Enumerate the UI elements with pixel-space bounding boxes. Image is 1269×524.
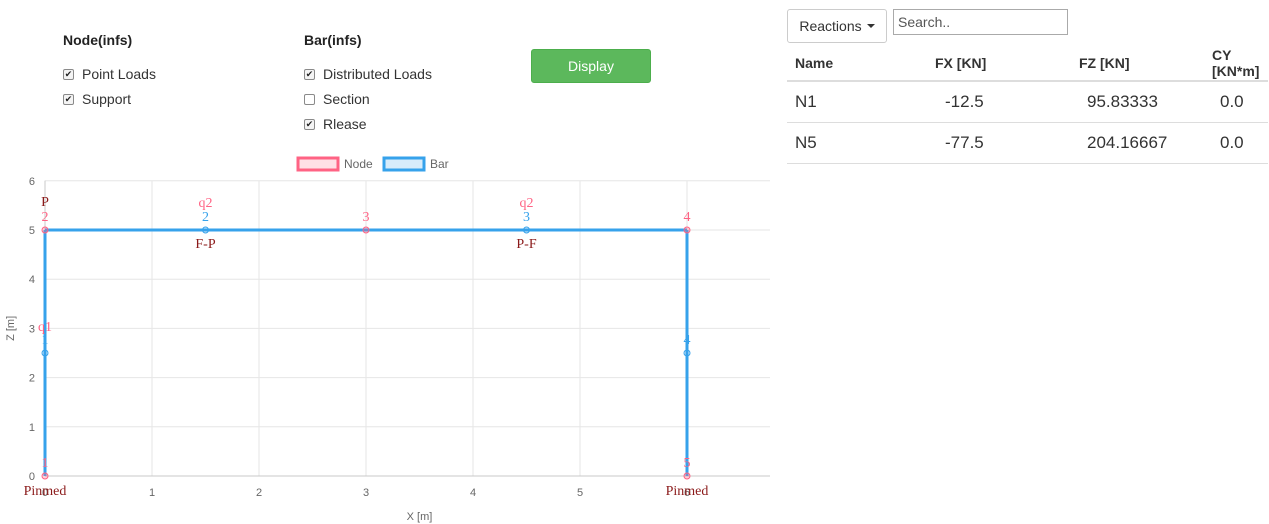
cell-fz: 95.83333	[1055, 81, 1200, 123]
node-id-label: 2	[42, 210, 49, 225]
x-tick-label: 6	[684, 487, 690, 499]
header-name: Name	[787, 46, 915, 82]
node-id-label: 1	[42, 456, 49, 471]
bar-midpoint	[202, 226, 209, 234]
bar-midpoint	[683, 349, 691, 357]
distributed-loads-option[interactable]: ✔ Distributed Loads	[304, 66, 432, 82]
distributed-loads-label: Distributed Loads	[323, 66, 432, 82]
legend-node-label: Node	[344, 157, 373, 171]
bar-load-label: q2	[199, 196, 213, 211]
bar-id-label: 4	[684, 333, 691, 348]
node-support-label: Pinmed	[666, 484, 709, 499]
bar-id-label: 2	[202, 210, 209, 225]
display-button[interactable]: Display	[531, 49, 651, 83]
node-point	[41, 226, 49, 234]
node-id-label: 4	[684, 210, 691, 225]
node-support-label: Pinmed	[24, 484, 67, 499]
cell-name: N5	[787, 122, 915, 164]
chart-bars	[41, 226, 691, 476]
y-tick-label: 3	[29, 323, 35, 335]
header-fx: FX [KN]	[915, 46, 1055, 82]
table-header-row: Name FX [KN] FZ [KN] CY [KN*m]	[787, 46, 1268, 82]
header-cy: CY [KN*m]	[1200, 46, 1268, 82]
chart-axes: 012345670123456X [m]Z [m]	[5, 176, 770, 523]
x-tick-label: 4	[470, 487, 476, 499]
reactions-dropdown[interactable]: Reactions	[787, 9, 887, 43]
section-checkbox[interactable]	[304, 93, 315, 105]
bar-id-label: 3	[523, 210, 530, 225]
x-tick-label: 1	[149, 487, 155, 499]
y-tick-label: 6	[29, 176, 35, 188]
caret-down-icon	[866, 24, 875, 28]
node-id-label: 3	[363, 210, 370, 225]
bar-release-label: P-F	[516, 237, 536, 252]
table-row[interactable]: N5 -77.5 204.16667 0.0	[787, 122, 1268, 164]
node-point	[683, 472, 691, 480]
search-input[interactable]	[893, 9, 1068, 35]
node-id-label: 5	[684, 456, 691, 471]
point-loads-checkbox[interactable]: ✔	[63, 68, 74, 80]
chart-legend: Node Bar	[296, 156, 449, 172]
y-tick-label: 5	[29, 225, 35, 237]
bar-release-label: F-P	[195, 237, 215, 252]
y-tick-label: 1	[29, 422, 35, 434]
cell-cy: 0.0	[1200, 122, 1268, 164]
cell-cy: 0.0	[1200, 81, 1268, 123]
chart-nodes	[41, 226, 691, 480]
point-loads-option[interactable]: ✔ Point Loads	[63, 66, 156, 82]
support-label: Support	[82, 91, 132, 107]
node-point	[683, 226, 691, 234]
bar-load-label: q2	[520, 196, 534, 211]
reactions-dropdown-label: Reactions	[799, 18, 862, 34]
header-fz: FZ [KN]	[1055, 46, 1200, 82]
legend-node-swatch	[296, 156, 340, 172]
release-option[interactable]: ✔ Rlease	[304, 116, 367, 132]
cell-fx: -12.5	[915, 81, 1055, 123]
legend-bar-label: Bar	[430, 157, 449, 171]
node-load-label: P	[41, 195, 49, 210]
y-tick-label: 4	[29, 274, 35, 286]
cell-fz: 204.16667	[1055, 122, 1200, 164]
node-point	[41, 472, 49, 480]
structure-chart: 012345670123456X [m]Z [m] 1q12q2F-P3q2P-…	[5, 156, 770, 523]
bar-group-title: Bar(infs)	[304, 32, 362, 48]
y-axis-title: Z [m]	[5, 316, 17, 341]
bar-midpoint	[523, 226, 530, 234]
y-tick-label: 2	[29, 373, 35, 385]
x-tick-label: 2	[256, 487, 262, 499]
legend-bar-swatch	[382, 156, 426, 172]
cell-fx: -77.5	[915, 122, 1055, 164]
release-checkbox[interactable]: ✔	[304, 118, 315, 130]
y-tick-label: 0	[29, 471, 35, 483]
cell-name: N1	[787, 81, 915, 123]
table-row[interactable]: N1 -12.5 95.83333 0.0	[787, 81, 1268, 123]
bar-load-label: q1	[38, 320, 52, 335]
distributed-loads-checkbox[interactable]: ✔	[304, 68, 315, 80]
support-checkbox[interactable]: ✔	[63, 93, 74, 105]
x-tick-label: 0	[42, 487, 48, 499]
reactions-table: Name FX [KN] FZ [KN] CY [KN*m] N1 -12.5 …	[787, 46, 1268, 164]
section-label: Section	[323, 91, 370, 107]
support-option[interactable]: ✔ Support	[63, 91, 131, 107]
section-option[interactable]: Section	[304, 91, 370, 107]
bar-midpoint	[41, 349, 49, 357]
node-point	[362, 226, 370, 234]
node-group-title: Node(infs)	[63, 32, 133, 48]
x-axis-title: X [m]	[407, 511, 433, 523]
x-tick-label: 5	[577, 487, 583, 499]
chart-grid	[44, 180, 770, 477]
x-tick-label: 3	[363, 487, 369, 499]
point-loads-label: Point Loads	[82, 66, 156, 82]
release-label: Rlease	[323, 116, 367, 132]
bar-id-label: 1	[42, 333, 49, 348]
